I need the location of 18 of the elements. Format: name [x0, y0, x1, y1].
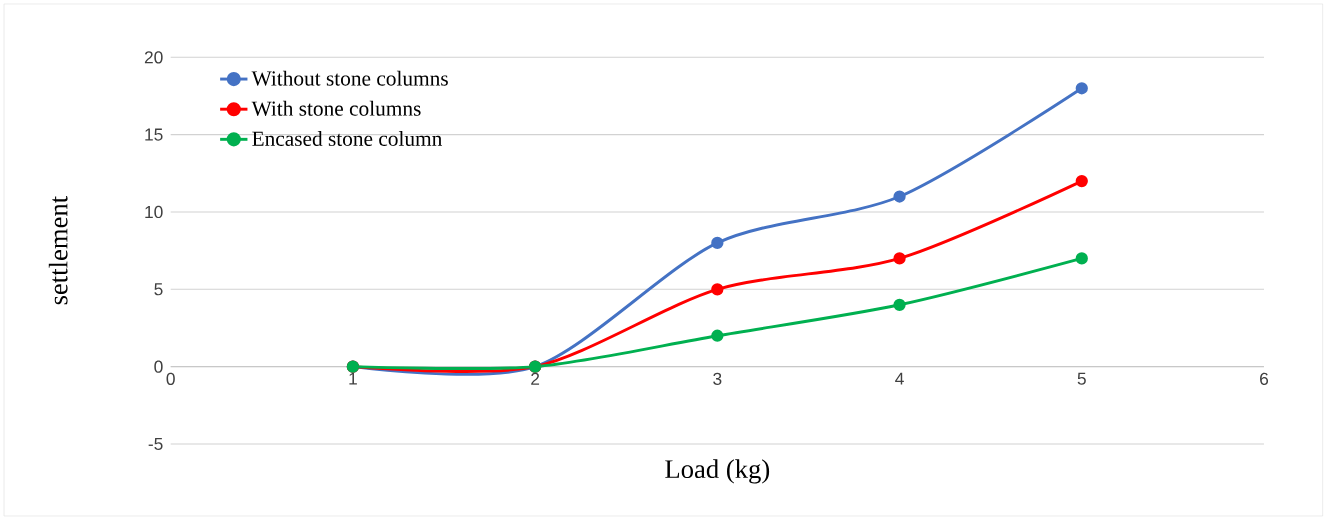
x-axis-title: Load (kg)	[665, 459, 770, 484]
y-axis-title: settlement	[48, 195, 68, 305]
y-tick-label: 15	[145, 128, 163, 141]
y-tick-label: 10	[145, 205, 163, 219]
legend-label: Without stone columns	[251, 70, 448, 86]
y-tick-label: 5	[154, 283, 163, 296]
x-tick-label: 0	[166, 372, 175, 385]
legend-label: Encased stone column	[252, 130, 443, 146]
x-tick-label: 6	[1260, 372, 1269, 385]
x-tick-label: 4	[895, 372, 904, 385]
y-tick-label: -5	[148, 437, 163, 451]
x-tick-label: 2	[531, 372, 540, 385]
y-tick-label: 0	[154, 360, 163, 373]
x-tick-label: 5	[1077, 372, 1086, 385]
legend-label: With stone columns	[251, 100, 421, 116]
x-tick-label: 1	[349, 372, 357, 385]
y-tick-label: 20	[144, 51, 163, 64]
x-tick-label: 3	[713, 372, 722, 385]
